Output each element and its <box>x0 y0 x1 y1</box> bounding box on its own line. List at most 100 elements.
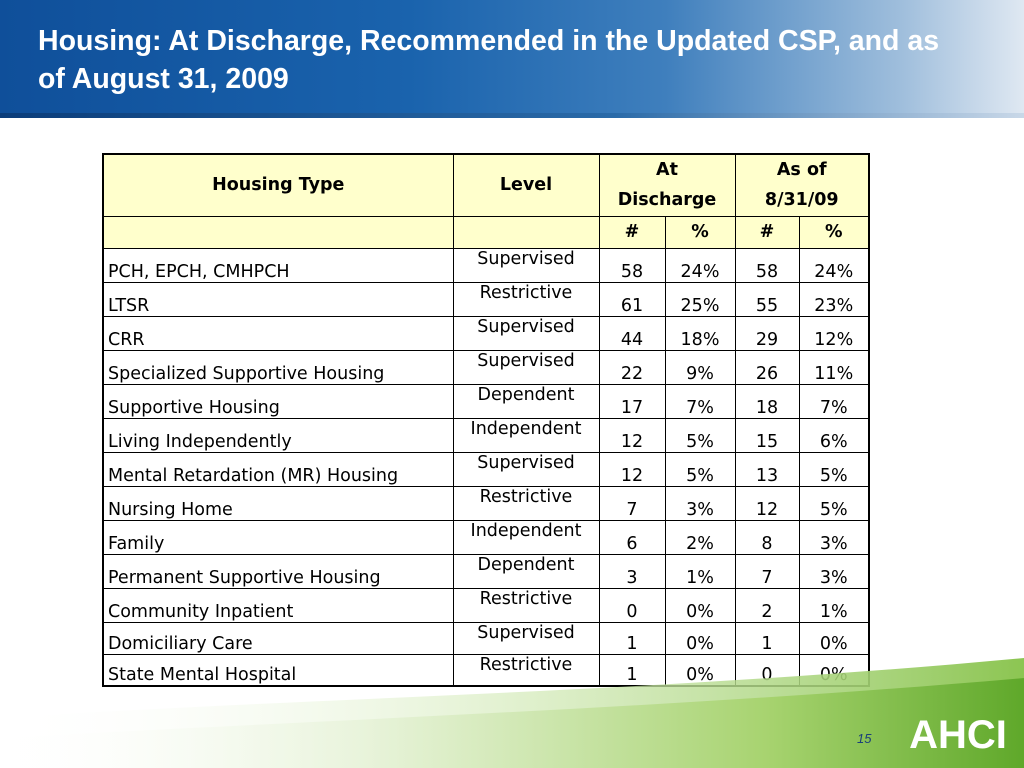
level-cell: Supervised <box>452 247 600 283</box>
header-as-of-line2: 8/31/09 <box>734 184 870 217</box>
level-cell: Restrictive <box>452 653 600 687</box>
asof-count-cell: 55 <box>734 281 800 317</box>
slide-title: Housing: At Discharge, Recommended in th… <box>38 25 940 95</box>
discharge-count-cell: 0 <box>598 587 666 623</box>
discharge-percent-cell: 5% <box>664 451 736 487</box>
discharge-percent-cell: 7% <box>664 383 736 419</box>
table-row: Supportive Housing Dependent 17 7% 18 7% <box>102 383 870 419</box>
header-at-discharge-line2: Discharge <box>598 184 736 217</box>
discharge-count-cell: 22 <box>598 349 666 385</box>
table-row: Living Independently Independent 12 5% 1… <box>102 417 870 453</box>
table-row: Mental Retardation (MR) Housing Supervis… <box>102 451 870 487</box>
asof-count-cell: 1 <box>734 621 800 655</box>
header-at-discharge-line1: At <box>598 153 736 184</box>
discharge-percent-cell: 9% <box>664 349 736 385</box>
asof-count-cell: 18 <box>734 383 800 419</box>
asof-percent-cell: 3% <box>798 553 870 589</box>
discharge-percent-cell: 24% <box>664 247 736 283</box>
housing-type-cell: Family <box>102 519 454 555</box>
housing-type-cell: LTSR <box>102 281 454 317</box>
asof-count-cell: 26 <box>734 349 800 385</box>
title-banner: Housing: At Discharge, Recommended in th… <box>0 0 1024 118</box>
asof-count-cell: 8 <box>734 519 800 555</box>
table-row: PCH, EPCH, CMHPCH Supervised 58 24% 58 2… <box>102 247 870 283</box>
housing-type-cell: Living Independently <box>102 417 454 453</box>
asof-percent-cell: 11% <box>798 349 870 385</box>
discharge-count-cell: 3 <box>598 553 666 589</box>
discharge-percent-cell: 1% <box>664 553 736 589</box>
asof-count-cell: 58 <box>734 247 800 283</box>
asof-count-cell: 29 <box>734 315 800 351</box>
table-body: PCH, EPCH, CMHPCH Supervised 58 24% 58 2… <box>102 247 870 687</box>
table-row: Specialized Supportive Housing Supervise… <box>102 349 870 385</box>
asof-percent-cell: 12% <box>798 315 870 351</box>
housing-type-cell: State Mental Hospital <box>102 653 454 687</box>
table-row: Domiciliary Care Supervised 1 0% 1 0% <box>102 621 870 655</box>
housing-type-cell: Specialized Supportive Housing <box>102 349 454 385</box>
asof-count-cell: 7 <box>734 553 800 589</box>
level-cell: Independent <box>452 519 600 555</box>
level-cell: Supervised <box>452 621 600 655</box>
header-asof-count: # <box>734 215 800 249</box>
asof-percent-cell: 23% <box>798 281 870 317</box>
discharge-count-cell: 6 <box>598 519 666 555</box>
level-cell: Supervised <box>452 349 600 385</box>
housing-type-cell: PCH, EPCH, CMHPCH <box>102 247 454 283</box>
table-row: LTSR Restrictive 61 25% 55 23% <box>102 281 870 317</box>
discharge-percent-cell: 5% <box>664 417 736 453</box>
housing-type-cell: Nursing Home <box>102 485 454 521</box>
housing-type-cell: Community Inpatient <box>102 587 454 623</box>
header-discharge-percent: % <box>664 215 736 249</box>
table-row: Nursing Home Restrictive 7 3% 12 5% <box>102 485 870 521</box>
table-row: Family Independent 6 2% 8 3% <box>102 519 870 555</box>
discharge-count-cell: 61 <box>598 281 666 317</box>
discharge-count-cell: 12 <box>598 451 666 487</box>
footer-wave-decoration <box>0 658 1024 768</box>
discharge-percent-cell: 0% <box>664 587 736 623</box>
asof-count-cell: 15 <box>734 417 800 453</box>
housing-type-cell: CRR <box>102 315 454 351</box>
table-row: State Mental Hospital Restrictive 1 0% 0… <box>102 653 870 687</box>
discharge-count-cell: 17 <box>598 383 666 419</box>
asof-percent-cell: 6% <box>798 417 870 453</box>
table-row: Permanent Supportive Housing Dependent 3… <box>102 553 870 589</box>
housing-type-cell: Permanent Supportive Housing <box>102 553 454 589</box>
discharge-count-cell: 44 <box>598 315 666 351</box>
discharge-percent-cell: 18% <box>664 315 736 351</box>
level-cell: Supervised <box>452 315 600 351</box>
level-cell: Restrictive <box>452 587 600 623</box>
asof-count-cell: 13 <box>734 451 800 487</box>
discharge-count-cell: 58 <box>598 247 666 283</box>
table-row: CRR Supervised 44 18% 29 12% <box>102 315 870 351</box>
housing-type-cell: Domiciliary Care <box>102 621 454 655</box>
asof-percent-cell: 7% <box>798 383 870 419</box>
discharge-count-cell: 7 <box>598 485 666 521</box>
housing-table: Housing Type Level At As of Discharge 8/… <box>102 153 870 687</box>
housing-type-cell: Supportive Housing <box>102 383 454 419</box>
header-spacer-type <box>102 216 454 249</box>
asof-percent-cell: 5% <box>798 451 870 487</box>
header-asof-percent: % <box>798 215 870 249</box>
asof-count-cell: 2 <box>734 587 800 623</box>
discharge-count-cell: 12 <box>598 417 666 453</box>
level-cell: Independent <box>452 417 600 453</box>
asof-count-cell: 12 <box>734 485 800 521</box>
discharge-count-cell: 1 <box>598 621 666 655</box>
table-row: Community Inpatient Restrictive 0 0% 2 1… <box>102 587 870 623</box>
header-housing-type: Housing Type <box>102 153 454 217</box>
logo-text: AHCI <box>909 713 1007 756</box>
discharge-percent-cell: 2% <box>664 519 736 555</box>
asof-percent-cell: 24% <box>798 247 870 283</box>
header-as-of-line1: As of <box>734 153 870 184</box>
header-discharge-count: # <box>598 215 666 249</box>
discharge-percent-cell: 0% <box>664 621 736 655</box>
level-cell: Dependent <box>452 383 600 419</box>
discharge-percent-cell: 3% <box>664 485 736 521</box>
level-cell: Supervised <box>452 451 600 487</box>
housing-type-cell: Mental Retardation (MR) Housing <box>102 451 454 487</box>
asof-percent-cell: 5% <box>798 485 870 521</box>
level-cell: Dependent <box>452 553 600 589</box>
discharge-percent-cell: 25% <box>664 281 736 317</box>
level-cell: Restrictive <box>452 281 600 317</box>
ahci-logo: AHCI <box>909 713 1007 756</box>
